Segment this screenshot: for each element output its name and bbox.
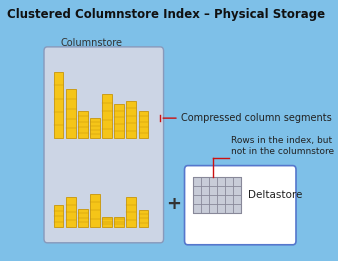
Text: Compressed column segments: Compressed column segments <box>180 113 331 123</box>
Bar <box>126 197 136 227</box>
Bar <box>102 217 112 227</box>
Text: Rows in the index, but
not in the columnstore: Rows in the index, but not in the column… <box>231 136 334 156</box>
Bar <box>139 210 148 227</box>
Text: Columnstore: Columnstore <box>60 38 122 48</box>
Bar <box>139 111 148 138</box>
Text: Deltastore: Deltastore <box>247 190 302 200</box>
Bar <box>66 90 75 138</box>
Bar <box>102 94 112 138</box>
Bar <box>193 177 241 213</box>
Bar <box>114 104 124 138</box>
Bar <box>126 101 136 138</box>
Bar <box>90 194 100 227</box>
Bar <box>78 111 88 138</box>
Bar <box>90 118 100 138</box>
Text: +: + <box>166 195 181 213</box>
Bar <box>54 205 64 227</box>
FancyBboxPatch shape <box>185 166 296 245</box>
Bar <box>114 217 124 227</box>
Bar <box>66 197 75 227</box>
Text: Clustered Columnstore Index – Physical Storage: Clustered Columnstore Index – Physical S… <box>7 8 325 21</box>
FancyBboxPatch shape <box>44 47 164 243</box>
Bar <box>78 209 88 227</box>
Bar <box>54 72 64 138</box>
